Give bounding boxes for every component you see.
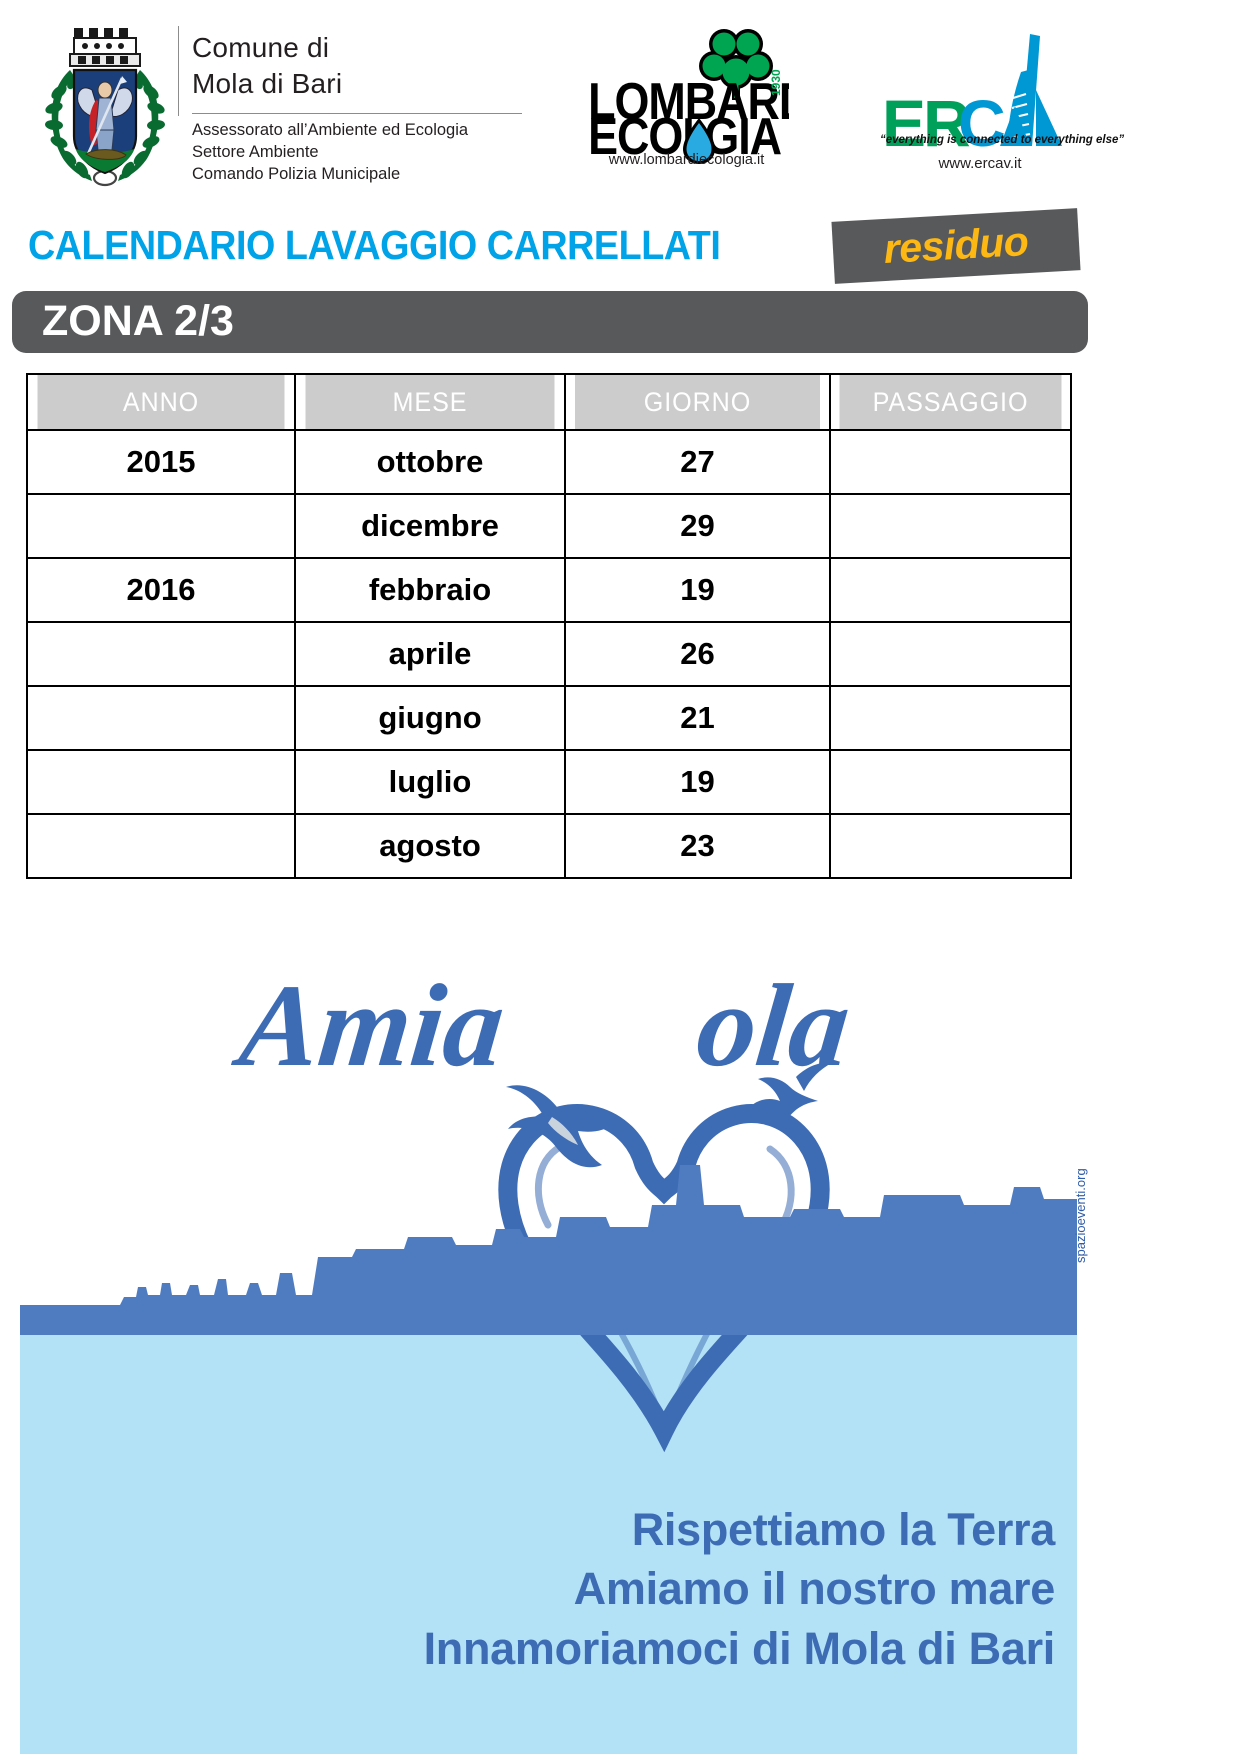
- cell-giorno: 23: [564, 813, 831, 879]
- page-title: CALENDARIO LAVAGGIO CARRELLATI: [28, 222, 721, 268]
- mola-di-bari-skyline: [20, 1165, 1077, 1335]
- coat-of-arms-icon: [30, 18, 180, 188]
- svg-text:Amia: Amia: [227, 960, 510, 1091]
- cell-giorno: 19: [564, 749, 831, 815]
- cell-mese: aprile: [294, 621, 566, 687]
- svg-text:LOMBARDI: LOMBARDI: [588, 73, 789, 131]
- slogan-line-2: Amiamo il nostro mare: [573, 1563, 1056, 1615]
- header-divider-horizontal: [192, 113, 522, 114]
- cell-giorno: 26: [564, 621, 831, 687]
- bird-icon: [750, 1062, 832, 1121]
- designer-credit: spazioeventi.org: [1073, 1168, 1088, 1263]
- sea-background: [20, 1320, 1077, 1754]
- cell-passaggio: [829, 685, 1072, 751]
- svg-text:C: C: [958, 86, 1004, 160]
- water-droplet-icon: [683, 118, 715, 164]
- cell-passaggio: [829, 557, 1072, 623]
- slogan-line-3: Innamoriamoci di Mola di Bari: [423, 1622, 1056, 1674]
- cell-passaggio: [829, 621, 1072, 687]
- cell-mese: dicembre: [294, 493, 566, 559]
- cell-mese: febbraio: [294, 557, 566, 623]
- table-row: dicembre 29: [26, 493, 1072, 559]
- column-header-mese: MESE: [303, 373, 557, 431]
- comune-line-2: Mola di Bari: [192, 67, 343, 99]
- dolphin-icon: [506, 1085, 614, 1168]
- slogan-block: Rispettiamo la Terra Amiamo il nostro ma…: [20, 1500, 1077, 1678]
- amia-mola-artwork: Amia ola: [0, 865, 1241, 1754]
- cell-mese: luglio: [294, 749, 566, 815]
- slogan-line-1: Rispettiamo la Terra: [631, 1504, 1056, 1555]
- cell-giorno: 21: [564, 685, 831, 751]
- cell-anno: 2016: [26, 557, 296, 623]
- department-line-3: Comando Polizia Municipale: [192, 164, 401, 183]
- comune-title: Comune di Mola di Bari: [192, 30, 532, 102]
- column-header-anno: ANNO: [35, 373, 287, 431]
- column-header-passaggio: PASSAGGIO: [837, 373, 1064, 431]
- cell-anno: [26, 749, 296, 815]
- department-line-1: Assessorato all’Ambiente ed Ecologia: [192, 121, 469, 139]
- ercav-website-url: www.ercav.it: [938, 155, 1022, 172]
- department-list: Assessorato all’Ambiente ed Ecologia Set…: [192, 120, 572, 186]
- svg-text:1930: 1930: [769, 69, 783, 96]
- svg-text:ER: ER: [882, 86, 970, 160]
- lombardi-ecologia-logo: LOMBARDI 1930 ECOL GIA: [584, 22, 823, 197]
- cell-mese: giugno: [294, 685, 566, 751]
- cell-mese: ottobre: [294, 429, 566, 495]
- cell-giorno: 19: [564, 557, 831, 623]
- cell-anno: [26, 685, 296, 751]
- department-line-2: Settore Ambiente: [192, 142, 319, 161]
- cell-anno: [26, 493, 296, 559]
- calendar-table: ANNO MESE GIORNO PASSAGGIO 2015 ottobre …: [26, 373, 1072, 879]
- ercav-tagline: “everything is connected to everything e…: [880, 134, 1125, 146]
- svg-text:ola: ola: [691, 960, 856, 1091]
- table-row: 2015 ottobre 27: [26, 429, 1072, 495]
- ercav-logo: ER C: [880, 28, 1080, 168]
- cell-anno: 2015: [26, 429, 296, 495]
- cell-passaggio: [829, 429, 1072, 495]
- waste-type-badge-label: residuo: [882, 218, 1030, 273]
- lombardi-website-url: www.lombardiecologia.it: [608, 152, 765, 168]
- waste-type-badge: residuo: [831, 208, 1081, 284]
- cell-passaggio: [829, 813, 1072, 879]
- header-divider-vertical: [178, 26, 179, 116]
- table-row: aprile 26: [26, 621, 1072, 687]
- cell-giorno: 27: [564, 429, 831, 495]
- table-header-row: ANNO MESE GIORNO PASSAGGIO: [27, 373, 1071, 431]
- table-row: giugno 21: [26, 685, 1072, 751]
- cell-anno: [26, 813, 296, 879]
- amia-mola-logo: Amia ola: [227, 960, 856, 1453]
- cell-passaggio: [829, 749, 1072, 815]
- cell-anno: [26, 621, 296, 687]
- poster-header: Comune di Mola di Bari Assessorato all’A…: [0, 0, 1241, 200]
- table-row: luglio 19: [26, 749, 1072, 815]
- zone-label: ZONA 2/3: [42, 297, 234, 345]
- cell-mese: agosto: [294, 813, 566, 879]
- zone-bar: ZONA 2/3: [12, 291, 1088, 353]
- table-row: 2016 febbraio 19: [26, 557, 1072, 623]
- column-header-giorno: GIORNO: [573, 373, 822, 431]
- cell-passaggio: [829, 493, 1072, 559]
- table-row: agosto 23: [26, 813, 1072, 879]
- svg-text:GIA: GIA: [704, 108, 781, 166]
- cell-giorno: 29: [564, 493, 831, 559]
- comune-line-1: Comune di: [192, 32, 330, 63]
